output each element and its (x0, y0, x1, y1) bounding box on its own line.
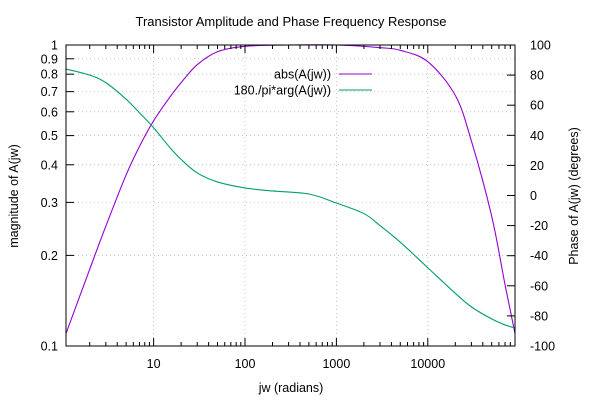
y2-tick-label: 60 (530, 99, 544, 113)
y2-tick-label: 20 (530, 159, 544, 173)
y2-tick-label: -100 (530, 340, 555, 354)
y-tick-label: 0.8 (41, 68, 58, 82)
y-tick-label: 0.6 (41, 105, 58, 119)
y-tick-label: 0.2 (41, 249, 58, 263)
y2-tick-label: -20 (530, 219, 548, 233)
x-tick-label: 10 (147, 357, 161, 371)
tick-layer (66, 44, 516, 347)
legend-label-1: abs(A(jw)) (274, 68, 331, 82)
y-tick-label: 1 (51, 39, 58, 53)
y-tick-label: 0.9 (41, 52, 58, 66)
legend: abs(A(jw)) 180./pi*arg(A(jw)) (234, 68, 372, 98)
y-tick-label: 0.1 (41, 340, 58, 354)
y2-tick-label: -60 (530, 279, 548, 293)
chart-title: Transistor Amplitude and Phase Frequency… (136, 14, 447, 29)
y2-tick-label: 40 (530, 129, 544, 143)
x-tick-label: 100 (235, 357, 256, 371)
y2-tick-label: -80 (530, 309, 548, 323)
x-tick-label: 1000 (322, 357, 350, 371)
y2-tick-label: 0 (530, 189, 537, 203)
y-tick-label: 0.7 (41, 85, 58, 99)
legend-label-2: 180./pi*arg(A(jw)) (234, 84, 331, 98)
grid-layer (66, 45, 515, 346)
y2-axis-label: Phase of A(jw) (degrees) (567, 127, 581, 265)
y-axis-label: magnitude of A(jw) (7, 144, 21, 248)
y2-tick-label: 100 (530, 39, 551, 53)
y2-tick-label: 80 (530, 69, 544, 83)
series-line-2 (65, 68, 516, 329)
y2-tick-label: -40 (530, 249, 548, 263)
x-tick-label: 10000 (410, 357, 445, 371)
ticklabel-layer: 10 100 1000 100000.10.20.30.40.50.60.70.80.… (41, 39, 555, 372)
y-tick-label: 0.3 (41, 196, 58, 210)
y-tick-label: 0.4 (41, 158, 58, 172)
y-tick-label: 0.5 (41, 129, 58, 143)
x-axis-label: jw (radians) (258, 381, 324, 395)
